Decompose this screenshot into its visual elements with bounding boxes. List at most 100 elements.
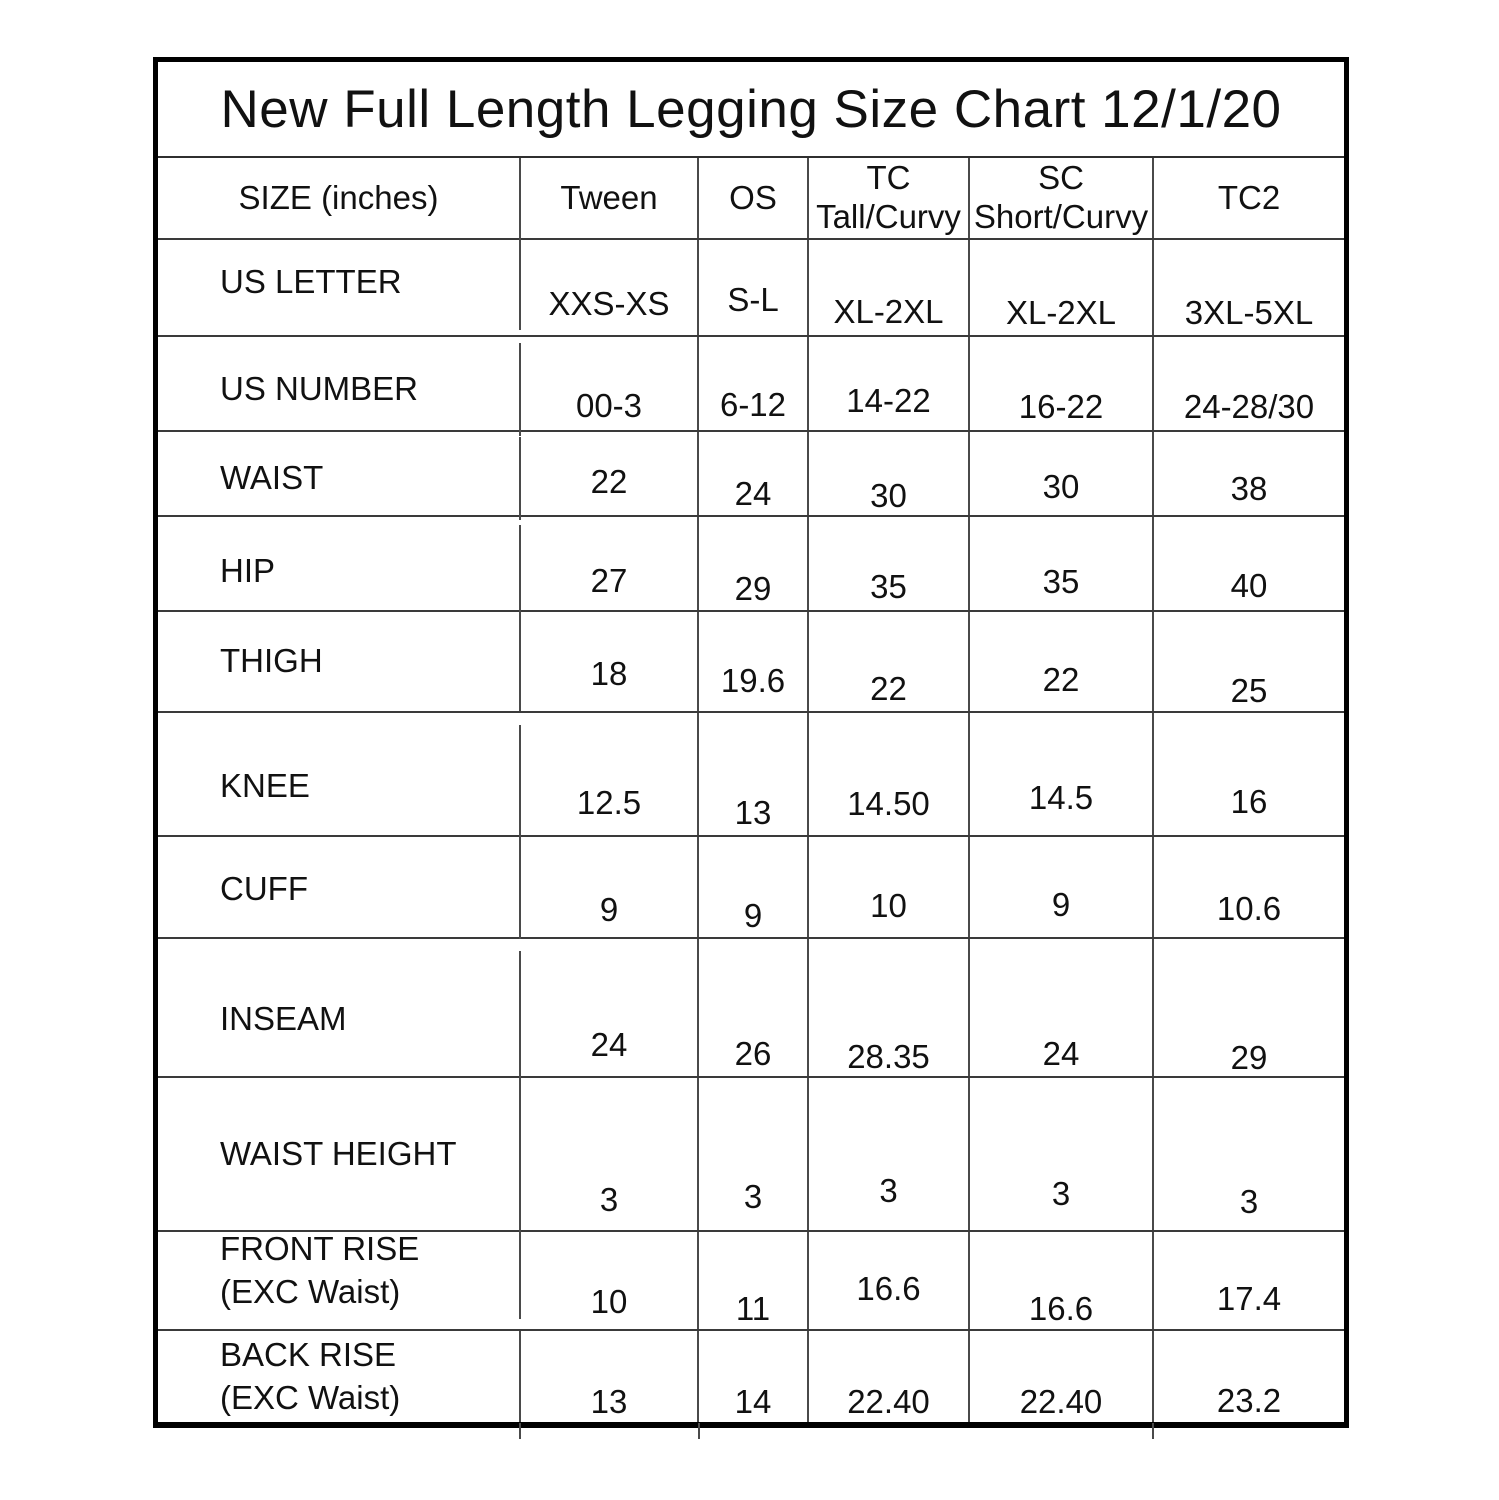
value-cell: 38 <box>1154 432 1344 515</box>
value-cell: 22 <box>809 612 970 711</box>
value-cell: 10.6 <box>1154 837 1344 937</box>
text-line: US LETTER <box>220 263 402 301</box>
text-line: WAIST HEIGHT <box>220 1134 457 1172</box>
size-chart-table: New Full Length Legging Size Chart 12/1/… <box>153 57 1349 1428</box>
chart-title: New Full Length Legging Size Chart 12/1/… <box>220 79 1282 139</box>
value-cell: 3 <box>970 1078 1154 1230</box>
cell-value: 28.35 <box>847 1038 930 1076</box>
table-row: WAIST 22 24 30 30 38 <box>158 432 1344 520</box>
cell-value: 11 <box>735 1290 771 1328</box>
value-cell: 3XL-5XL <box>1154 240 1344 335</box>
value-cell: 24 <box>970 939 1154 1076</box>
header-cell-0: SIZE (inches) <box>158 158 521 238</box>
header-cell-1: Tween <box>521 158 699 238</box>
cell-value: 3 <box>1239 1183 1259 1221</box>
cell-value: 10 <box>590 1283 628 1321</box>
cell-value: 17.4 <box>1216 1280 1282 1318</box>
cell-value: 35 <box>870 568 907 606</box>
cell-value: 30 <box>1042 468 1080 506</box>
value-cell: 25 <box>1154 612 1344 711</box>
value-cell: 3 <box>809 1078 970 1230</box>
value-cell: 6-12 <box>699 337 809 430</box>
cell-value: S-L <box>727 281 779 319</box>
text-line: THIGH <box>220 642 323 680</box>
cell-value: 12.5 <box>576 784 642 822</box>
value-cell: 22 <box>970 612 1154 711</box>
cell-value: 24 <box>1042 1035 1080 1073</box>
row-label: WAIST <box>158 437 521 520</box>
value-cell: 9 <box>699 837 809 937</box>
cell-value: 22.40 <box>847 1383 930 1421</box>
value-cell: 22.40 <box>970 1331 1154 1422</box>
cell-value: 22 <box>1042 661 1080 699</box>
table-row: CUFF 9 9 10 9 10.6 <box>158 837 1344 939</box>
cell-value: 3XL-5XL <box>1184 294 1314 332</box>
value-cell: 3 <box>699 1078 809 1230</box>
value-cell: 24 <box>699 432 809 515</box>
cell-value: 18 <box>590 655 628 693</box>
cell-value: 23.2 <box>1216 1382 1282 1420</box>
value-cell: 16 <box>1154 713 1344 835</box>
cell-value: 00-3 <box>575 387 643 425</box>
row-label: US LETTER <box>158 235 521 330</box>
cell-value: 30 <box>870 477 907 515</box>
gridline-stub <box>519 1423 521 1439</box>
value-cell: 28.35 <box>809 939 970 1076</box>
text-line: (EXC Waist) <box>220 1378 401 1416</box>
text-line: TC2 <box>1217 178 1281 216</box>
cell-value: 19.6 <box>720 662 786 700</box>
cell-value: 27 <box>590 562 628 600</box>
row-label: CUFF <box>158 839 521 939</box>
text-line: SC <box>1038 159 1084 197</box>
cell-value: XL-2XL <box>1005 294 1117 332</box>
cell-value: 14.50 <box>847 785 930 823</box>
text-line: Short/Curvy <box>973 198 1149 235</box>
row-label: FRONT RISE (EXC Waist) <box>158 1222 521 1319</box>
cell-value: 14.5 <box>1028 779 1094 817</box>
cell-value: 9 <box>743 897 763 935</box>
value-cell: XL-2XL <box>970 240 1154 335</box>
cell-value: 9 <box>599 891 619 929</box>
value-cell: 16-22 <box>970 337 1154 430</box>
text-line: Tween <box>560 178 658 216</box>
title-row: New Full Length Legging Size Chart 12/1/… <box>158 62 1344 158</box>
cell-value: 24 <box>590 1026 628 1064</box>
text-line: HIP <box>220 552 276 590</box>
text-line: OS <box>729 178 777 216</box>
cell-value: 29 <box>1230 1039 1268 1076</box>
cell-value: 24-28/30 <box>1183 388 1315 426</box>
table-row: US LETTER XXS-XS S-L XL-2XL XL-2XL 3XL-5XL <box>158 235 1344 337</box>
cell-value: 35 <box>1042 563 1080 601</box>
row-label: INSEAM <box>158 951 521 1088</box>
cell-value: 10.6 <box>1216 890 1282 928</box>
cell-value: 3 <box>1051 1175 1071 1213</box>
value-cell: S-L <box>699 240 809 335</box>
row-label: KNEE <box>158 725 521 847</box>
row-label: THIGH <box>158 612 521 711</box>
value-cell: 16.6 <box>809 1232 970 1329</box>
header-cell-3: TC Tall/Curvy <box>809 158 970 238</box>
cell-value: 14 <box>734 1383 772 1421</box>
cell-value: 22 <box>870 670 907 708</box>
cell-value: 3 <box>599 1181 619 1219</box>
text-line: SIZE (inches) <box>238 178 439 216</box>
value-cell: 22.40 <box>809 1331 970 1422</box>
value-cell: 24-28/30 <box>1154 337 1344 430</box>
value-cell: 9 <box>521 837 699 937</box>
value-cell: 19.6 <box>699 612 809 711</box>
value-cell: 26 <box>699 939 809 1076</box>
table-row: INSEAM 24 26 28.35 24 29 <box>158 939 1344 1088</box>
row-label: US NUMBER <box>158 343 521 436</box>
value-cell: 14.5 <box>970 713 1154 835</box>
table-row: THIGH 18 19.6 22 22 25 <box>158 612 1344 713</box>
text-line: WAIST <box>220 459 324 497</box>
text-line: FRONT RISE <box>220 1229 420 1267</box>
cell-value: 6-12 <box>719 386 787 424</box>
table-row: FRONT RISE (EXC Waist) 10 11 16.6 16.6 17.4 <box>158 1222 1344 1331</box>
text-line: INSEAM <box>220 1000 347 1038</box>
value-cell: 14.50 <box>809 713 970 835</box>
text-line: US NUMBER <box>220 370 419 408</box>
value-cell: 40 <box>1154 517 1344 610</box>
table-row: KNEE 12.5 13 14.50 14.5 16 <box>158 713 1344 847</box>
